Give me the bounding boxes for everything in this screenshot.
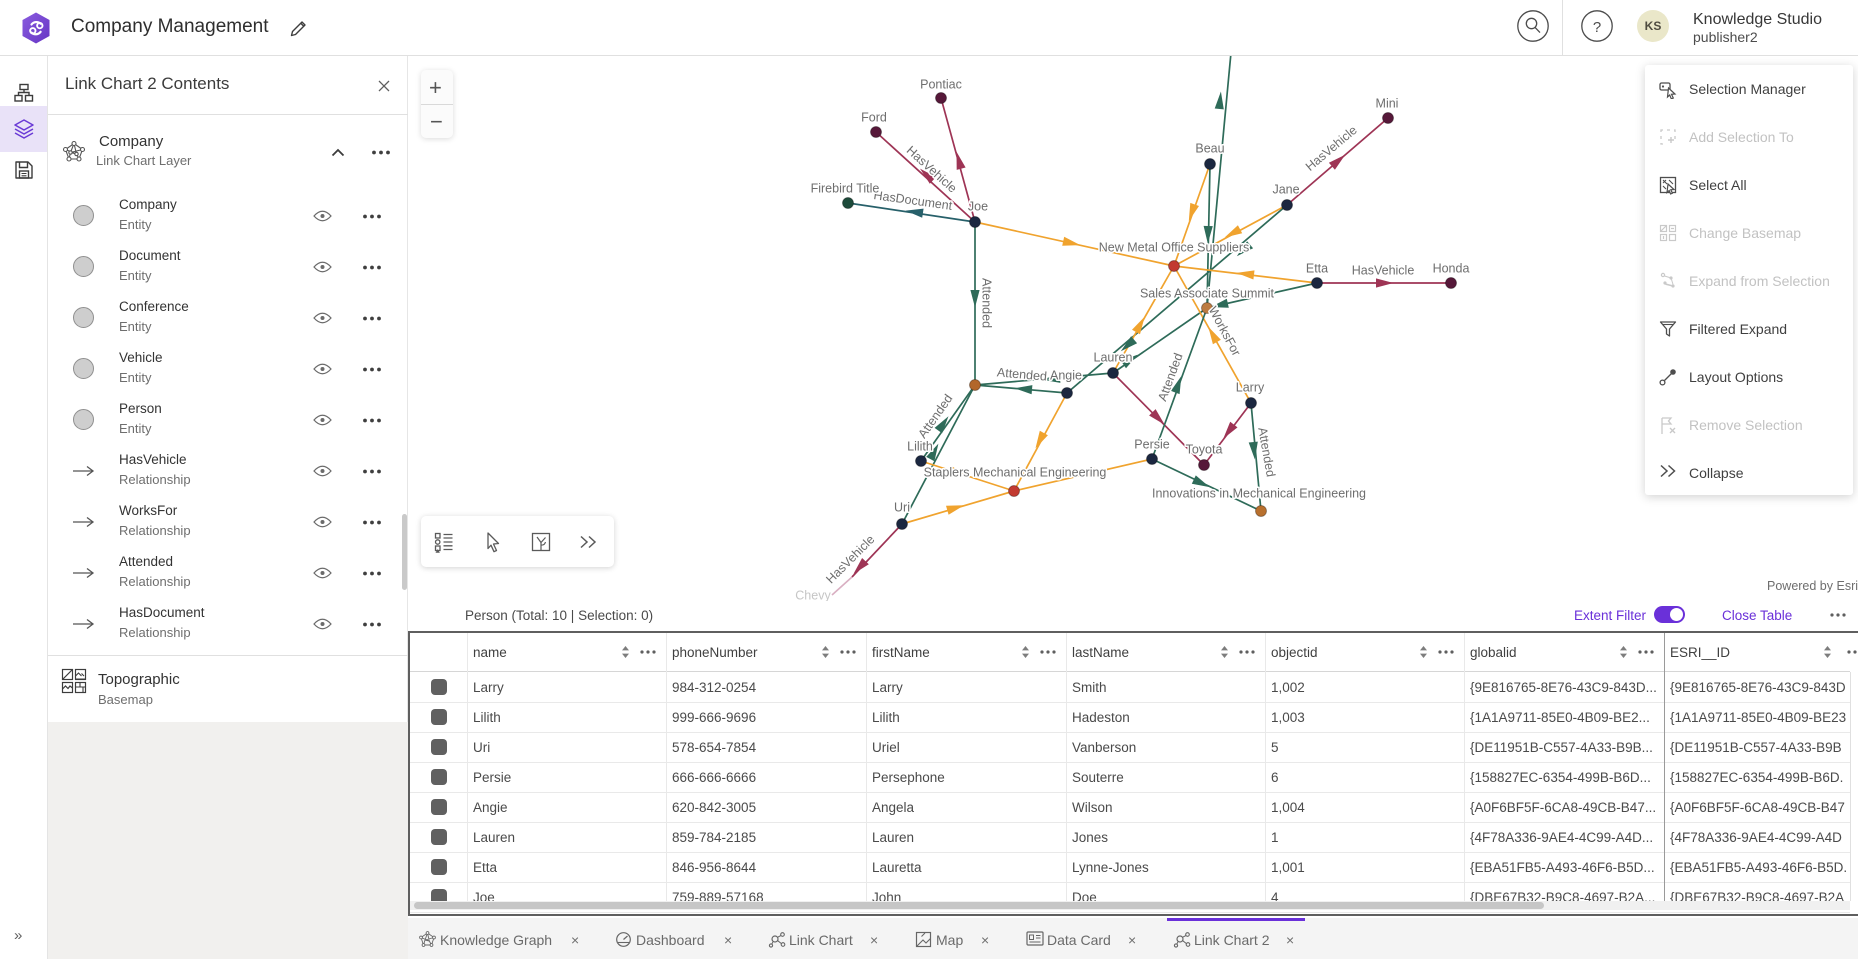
svg-text:Attended: Attended xyxy=(980,278,994,328)
svg-text:Staplers Mechanical Engineerin: Staplers Mechanical Engineering xyxy=(924,466,1107,480)
svg-text:New Metal Office Suppliers: New Metal Office Suppliers xyxy=(1099,241,1250,255)
svg-text:Attended: Attended xyxy=(1255,426,1277,478)
svg-text:Pontiac: Pontiac xyxy=(920,78,962,92)
svg-text:Firebird Title: Firebird Title xyxy=(811,182,880,196)
svg-text:?: ? xyxy=(1593,19,1601,36)
svg-text:Honda: Honda xyxy=(1433,262,1470,276)
svg-text:Ford: Ford xyxy=(861,111,887,125)
svg-text:Toyota: Toyota xyxy=(1186,443,1223,457)
svg-text:Persie: Persie xyxy=(1134,438,1169,452)
svg-text:Sales Associate Summit: Sales Associate Summit xyxy=(1140,287,1275,301)
svg-text:Mini: Mini xyxy=(1376,97,1399,111)
svg-text:Joe: Joe xyxy=(968,200,988,214)
svg-text:HasVehicle: HasVehicle xyxy=(1352,264,1415,278)
svg-text:Lauren: Lauren xyxy=(1094,351,1133,365)
svg-text:Lilith: Lilith xyxy=(907,440,933,454)
svg-text:Attended: Attended xyxy=(996,365,1047,383)
svg-text:Jane: Jane xyxy=(1272,183,1299,197)
svg-text:Uri: Uri xyxy=(894,501,910,515)
svg-text:Innovations in Mechanical Engi: Innovations in Mechanical Engineering xyxy=(1152,487,1366,501)
svg-text:Etta: Etta xyxy=(1306,262,1328,276)
svg-text:Chevy: Chevy xyxy=(795,589,831,602)
svg-text:Angie: Angie xyxy=(1050,369,1082,383)
svg-text:Beau: Beau xyxy=(1195,142,1224,156)
svg-text:HasVehicle: HasVehicle xyxy=(904,143,960,195)
svg-text:Larry: Larry xyxy=(1236,381,1265,395)
